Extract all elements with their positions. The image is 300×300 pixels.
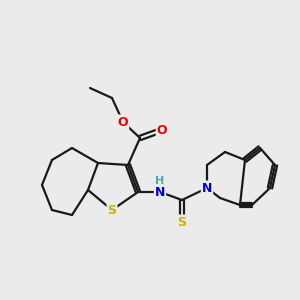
Text: O: O [118,116,128,128]
Text: N: N [155,185,165,199]
Text: O: O [157,124,167,136]
Text: S: S [178,215,187,229]
Text: H: H [155,176,165,186]
Text: S: S [107,203,116,217]
Text: N: N [202,182,212,194]
